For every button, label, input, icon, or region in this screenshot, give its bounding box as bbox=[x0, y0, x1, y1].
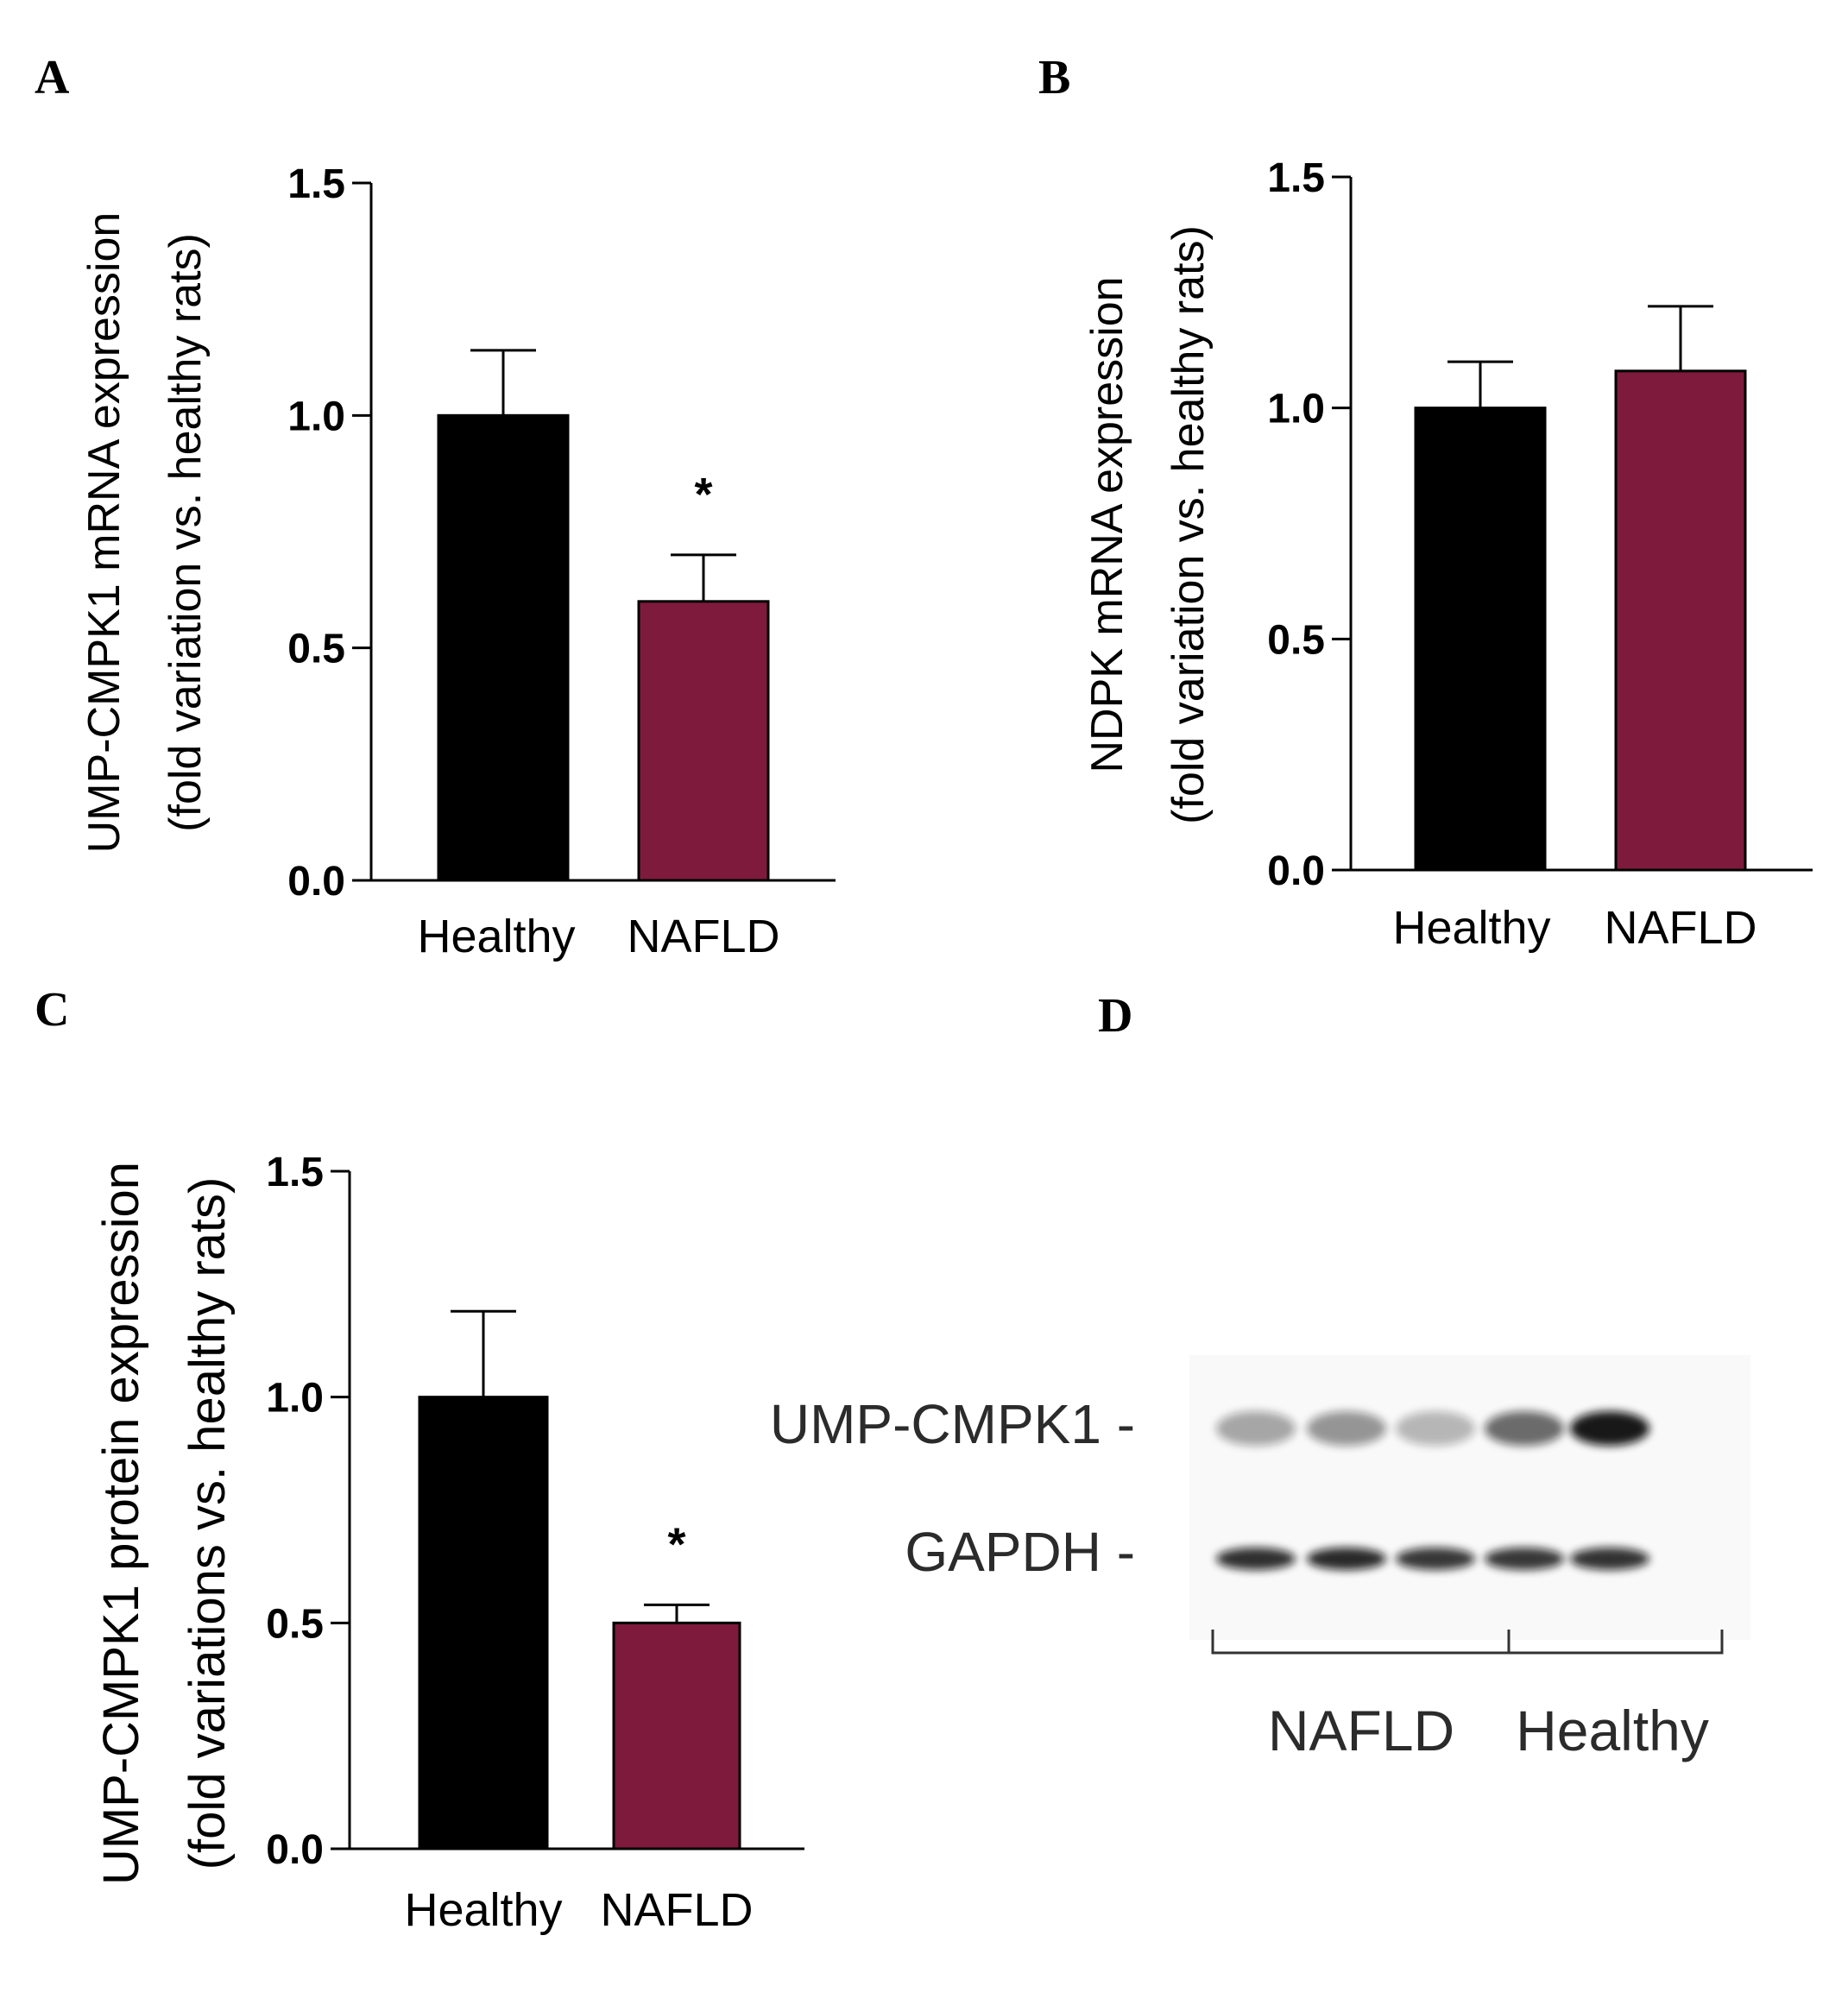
panel-a-ylabel: UMP-CMPK1 mRNA expression (fold variatio… bbox=[79, 212, 211, 854]
panel-a-category-nafld: NAFLD bbox=[627, 911, 779, 962]
blot-band-gapdh bbox=[1307, 1548, 1386, 1570]
panel-c-ytick-label: 0.0 bbox=[266, 1827, 324, 1873]
panel-a-category-healthy: Healthy bbox=[417, 911, 575, 962]
panel-b-letter: B bbox=[1038, 51, 1070, 104]
panel-c-ytick-label: 1.5 bbox=[266, 1150, 324, 1195]
panel-c-ylabel: UMP-CMPK1 protein expression (fold varia… bbox=[93, 1162, 236, 1885]
panel-b-ytick-label: 1.5 bbox=[1267, 155, 1325, 201]
blot-band-gapdh bbox=[1570, 1548, 1649, 1570]
panel-b-ytick-label: 0.5 bbox=[1267, 617, 1325, 663]
blot-band-gapdh bbox=[1216, 1548, 1296, 1570]
blot-band-ump-cmpk1 bbox=[1485, 1411, 1564, 1446]
blot-band-ump-cmpk1 bbox=[1396, 1411, 1475, 1446]
blot-label-ump-cmpk1: UMP-CMPK1 - bbox=[770, 1393, 1135, 1455]
panel-b-ylabel: NDPK mRNA expression (fold variation vs.… bbox=[1082, 225, 1214, 824]
panel-b-ylabel-line1: NDPK mRNA expression bbox=[1082, 276, 1132, 772]
panel-d-letter: D bbox=[1098, 989, 1132, 1043]
blot-group-nafld: NAFLD bbox=[1268, 1699, 1454, 1762]
panel-c-letter: C bbox=[35, 983, 69, 1037]
panel-c-ylabel-line1: UMP-CMPK1 protein expression bbox=[93, 1162, 149, 1885]
panel-c-ylabel-line2: (fold variations vs. healthy rats) bbox=[180, 1177, 236, 1870]
blot-membrane bbox=[1189, 1355, 1750, 1640]
blot-band-ump-cmpk1 bbox=[1570, 1411, 1649, 1446]
panel-a-letter: A bbox=[35, 51, 70, 104]
panel-b-errorbar-healthy bbox=[1447, 360, 1513, 408]
panel-a-errorbar-nafld bbox=[671, 553, 736, 602]
panel-c-category-nafld: NAFLD bbox=[600, 1884, 753, 1936]
panel-d: D UMP-CMPK1 - GAPDH - NAFLD Healthy bbox=[770, 989, 1750, 1762]
panel-a: A UMP-CMPK1 mRNA expression (fold variat… bbox=[35, 51, 836, 962]
panel-a-ytick-label: 0.5 bbox=[287, 627, 345, 672]
blot-group-healthy: Healthy bbox=[1516, 1699, 1709, 1762]
panel-b-bar-nafld bbox=[1614, 369, 1747, 872]
panel-b-errorbar-nafld bbox=[1648, 305, 1713, 371]
panel-a-ytick-label: 1.5 bbox=[287, 161, 345, 207]
panel-a-bar-healthy bbox=[437, 413, 570, 882]
panel-c-bar-nafld bbox=[612, 1621, 741, 1851]
panel-b: B NDPK mRNA expression (fold variation v… bbox=[1038, 51, 1813, 954]
panel-a-ytick-label: 1.0 bbox=[287, 394, 345, 439]
blot-band-gapdh bbox=[1485, 1548, 1564, 1570]
panel-a-significance-nafld: * bbox=[694, 469, 712, 520]
panel-a-ylabel-line1: UMP-CMPK1 mRNA expression bbox=[79, 212, 129, 854]
panel-b-ylabel-line2: (fold variation vs. healthy rats) bbox=[1164, 225, 1214, 824]
panel-c-errorbar-nafld bbox=[644, 1603, 710, 1624]
blot-band-ump-cmpk1 bbox=[1307, 1411, 1386, 1446]
panel-a-bar-nafld bbox=[637, 600, 770, 882]
panel-a-ytick-label: 0.0 bbox=[287, 859, 345, 905]
panel-a-errorbar-healthy bbox=[470, 349, 536, 416]
panel-b-ytick-label: 1.0 bbox=[1267, 387, 1325, 432]
panel-b-category-healthy: Healthy bbox=[1392, 902, 1550, 954]
blot-band-gapdh bbox=[1396, 1548, 1475, 1570]
panel-b-bar-healthy bbox=[1414, 407, 1547, 872]
panel-c-category-healthy: Healthy bbox=[404, 1884, 562, 1936]
panel-c-errorbar-healthy bbox=[451, 1309, 516, 1397]
panel-c: C UMP-CMPK1 protein expression (fold var… bbox=[35, 983, 804, 1936]
blot-group-bracket bbox=[1211, 1630, 1724, 1655]
blot-band-ump-cmpk1 bbox=[1216, 1411, 1296, 1446]
panel-b-category-nafld: NAFLD bbox=[1604, 902, 1757, 954]
panel-a-ylabel-line2: (fold variation vs. healthy rats) bbox=[161, 233, 211, 832]
blot-label-gapdh: GAPDH - bbox=[905, 1521, 1135, 1583]
panel-c-bar-healthy bbox=[418, 1396, 549, 1851]
panel-c-ytick-label: 1.0 bbox=[266, 1376, 324, 1422]
panel-c-ytick-label: 0.5 bbox=[266, 1601, 324, 1647]
panel-c-significance-nafld: * bbox=[667, 1518, 685, 1570]
panel-b-ytick-label: 0.0 bbox=[1267, 848, 1325, 894]
